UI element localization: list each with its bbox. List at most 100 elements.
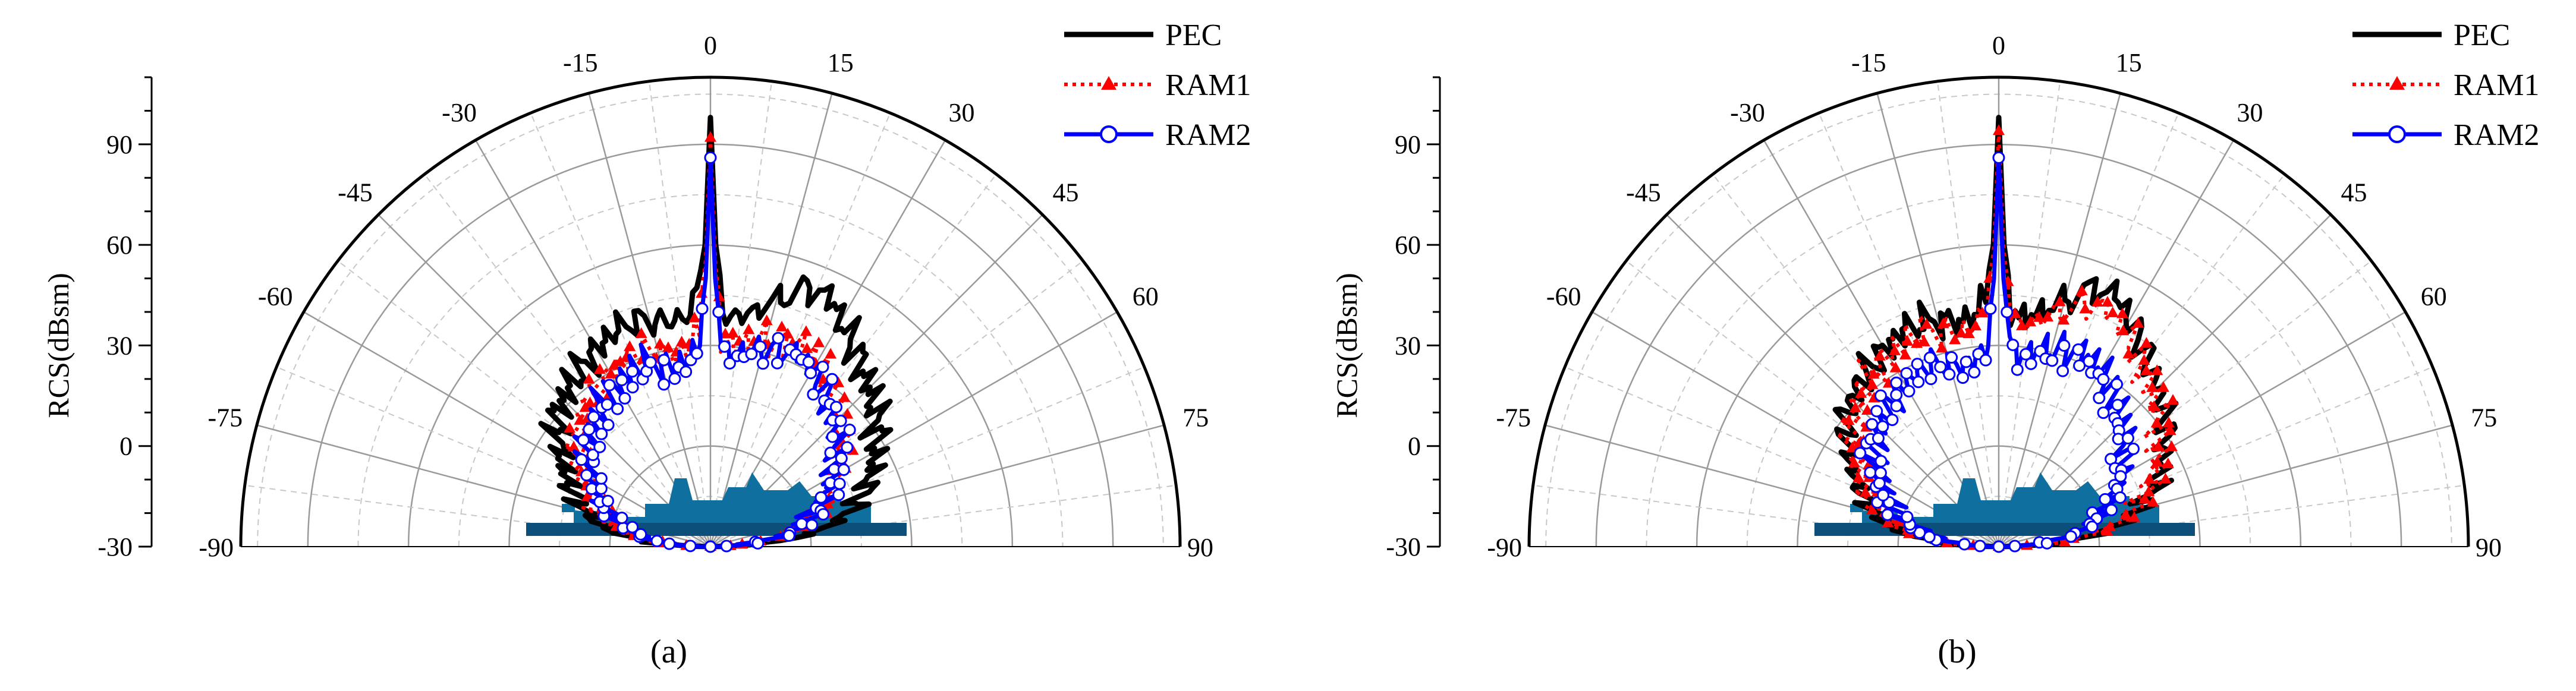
data-point-ram2 [1870,405,1883,418]
data-point-ram1 [743,323,755,335]
data-point-ram2 [826,373,839,386]
data-point-ram2 [1943,368,1956,381]
grid-ring [1646,194,2352,547]
data-point-ram1 [1867,368,1880,379]
angle-tick-label: -90 [1487,533,1522,562]
angle-tick-label: 45 [2341,178,2367,207]
data-point-ram2 [2011,363,2024,376]
data-point-ram2 [1958,538,1971,551]
data-point-ram2 [2040,537,2053,550]
data-point-ram1 [1866,503,1878,515]
data-point-ram1 [2165,440,2178,452]
polar-chart-b: -90 -75 -60 -45 -30 -15 0 15 30 45 60 75 90 -30 0 30 60 9… [1330,18,2539,670]
polar-grid [1533,77,2465,547]
data-point-ram2 [658,354,671,367]
angle-tick-label: 60 [1133,282,1159,311]
data-point-ram1 [760,314,773,326]
data-point-ram1 [605,367,617,378]
data-point-ram2 [720,539,733,553]
data-point-ram2 [834,414,847,427]
grid-spoke [1625,260,1999,547]
data-point-ram2 [833,477,846,490]
data-point-ram1 [1852,471,1865,482]
data-point-ram1 [1936,342,1948,353]
data-point-ram2 [575,453,588,466]
data-point-ram1 [1889,344,1901,355]
data-point-ram1 [688,311,701,323]
outer-boundary [1527,75,2470,547]
data-point-ram2 [2064,530,2077,543]
data-point-ram2 [782,529,795,542]
grid-spoke [378,214,711,547]
series-ram1 [1835,124,2179,551]
data-point-ram1 [726,327,739,338]
data-point-ram2 [650,535,663,548]
data-point-ram1 [675,336,688,347]
data-point-ram2 [1881,508,1894,521]
grid-spoke [303,311,711,548]
data-point-ram2 [618,392,631,405]
data-point-ram2 [2008,539,2021,553]
data-point-ram1 [568,440,580,452]
series-pec [538,115,894,550]
data-point-ram1 [2053,295,2066,307]
data-point-ram1 [583,373,595,384]
data-point-ram2 [2046,354,2059,367]
angle-tick-label: -60 [258,282,293,311]
data-point-ram1 [662,341,674,352]
data-point-ram2 [2105,503,2118,516]
r-tick-label: 90 [106,130,133,159]
data-point-ram2 [1934,361,1947,374]
data-point-ram1 [581,490,593,501]
data-point-ram2 [595,482,608,495]
data-point-ram2 [1959,355,1973,368]
angle-tick-label: 15 [828,48,854,77]
data-point-ram1 [775,320,788,332]
data-point-ram1 [1849,401,1861,412]
data-point-ram2 [587,411,600,424]
angle-tick-label: 45 [1053,178,1079,207]
data-point-ram2 [2083,355,2096,368]
grid-spoke [1998,93,2121,547]
data-point-ram2 [1902,384,1916,397]
data-point-ram2 [2099,493,2112,506]
data-point-ram2 [1874,389,1887,402]
angle-tick-label: 30 [949,98,975,127]
data-point-ram2 [2127,442,2140,455]
data-point-ram1 [2122,348,2135,359]
series-ram2 [1854,151,2140,553]
subfigure-label: (a) [650,633,687,670]
data-point-ram1 [2101,296,2113,307]
data-point-ram2 [1876,488,1889,501]
legend-marker-ram1 [1101,76,1116,90]
data-point-ram1 [1920,318,1933,329]
data-point-ram2 [807,388,820,401]
r-axis: -30 0 30 60 90 RCS(dBsm) [1330,76,1441,561]
angle-tick-label: 75 [1182,403,1209,432]
data-point-ram1 [1901,335,1914,346]
data-point-ram1 [1889,361,1902,373]
angle-tick-label: -30 [1730,98,1765,127]
data-point-ram2 [2097,373,2110,386]
data-point-ram2 [843,423,856,436]
angle-tick-label: 60 [2421,282,2447,311]
data-point-ram2 [1900,367,1913,380]
grid-spoke [710,81,773,547]
y-axis-label: RCS(dBsm) [1330,273,1363,418]
data-point-ram2 [586,449,599,462]
data-point-ram1 [800,325,812,336]
data-point-ram1 [782,327,794,339]
data-point-ram2 [663,537,676,550]
angle-tick-label: -15 [563,48,598,77]
grid-spoke [424,173,711,547]
r-tick-label: 30 [1395,331,1421,360]
data-point-ram2 [2114,470,2127,483]
data-point-ram2 [772,332,785,345]
data-point-ram1 [1859,486,1872,497]
angle-ticks: -90 -75 -60 -45 -30 -15 0 15 30 45 60 75 90 [1487,31,2502,562]
data-point-ram2 [2093,392,2106,405]
data-point-ram1 [1899,348,1911,359]
legend-label-ram2: RAM2 [2454,118,2539,152]
data-point-ram2 [816,361,829,374]
